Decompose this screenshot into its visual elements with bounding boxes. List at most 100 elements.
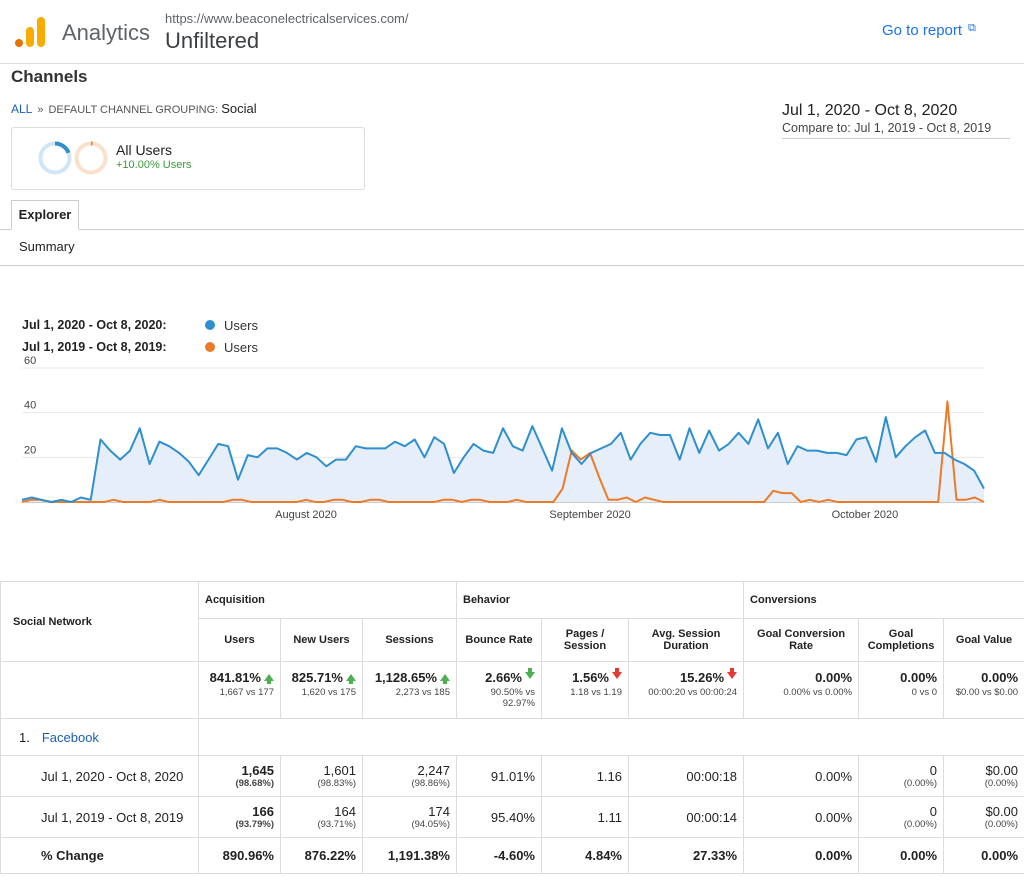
legend-range-current: Jul 1, 2020 - Oct 8, 2020: (22, 318, 167, 332)
segment-name: All Users (116, 142, 173, 158)
group-conversions: Conversions (743, 581, 1024, 619)
legend-range-previous: Jul 1, 2019 - Oct 8, 2019: (22, 340, 167, 354)
prev-goal-comp: 0 (0.00%) (858, 796, 945, 838)
total-goal-comp-pct: 0.00% (900, 670, 938, 685)
total-goal-conv-pct: 0.00% (815, 670, 853, 685)
col-avg-duration[interactable]: Avg. Session Duration (627, 618, 745, 662)
cur-sessions-val: 2,247 (417, 763, 450, 778)
total-avg-duration: 15.26% 00:00:20 vs 00:00:24 (627, 661, 745, 719)
property-url[interactable]: https://www.beaconelectricalservices.com… (165, 11, 409, 26)
series-current-line (21, 416, 985, 503)
breadcrumb-all-link[interactable]: ALL (11, 102, 33, 116)
analytics-logo-icon (15, 17, 45, 47)
arrow-down-icon (525, 668, 535, 679)
date-range-picker[interactable]: Jul 1, 2020 - Oct 8, 2020 Compare to: Ju… (782, 102, 1010, 139)
total-goal-conv: 0.00% 0.00% vs 0.00% (743, 661, 860, 719)
arrow-down-icon (727, 668, 738, 679)
prev-new-users-val: 164 (334, 804, 356, 819)
col-sessions[interactable]: Sessions (362, 618, 457, 662)
row-change-label: % Change (0, 837, 199, 874)
table-row: 1. Facebook (0, 718, 1024, 756)
prev-users-pct: (93.79%) (235, 819, 274, 830)
total-sessions-pct: 1,128.65% (374, 670, 437, 685)
prev-sessions-val: 174 (428, 804, 450, 819)
total-bounce-rate-pct: 2.66% (485, 670, 522, 685)
chg-pages-session: 4.84% (541, 837, 629, 874)
cur-pages-session: 1.16 (541, 755, 629, 797)
prev-bounce-rate: 95.40% (456, 796, 542, 838)
col-bounce-rate[interactable]: Bounce Rate (456, 618, 542, 662)
total-goal-value: 0.00% $0.00 vs $0.00 (943, 661, 1024, 719)
prev-pages-session: 1.11 (541, 796, 629, 838)
total-users: 841.81% 1,667 vs 177 (198, 661, 281, 719)
breadcrumb-separator: » (37, 104, 44, 116)
cur-new-users: 1,601 (98.83%) (280, 755, 363, 797)
total-avg-duration-cmp: 00:00:20 vs 00:00:24 (648, 687, 738, 698)
cur-sessions: 2,247 (98.86%) (362, 755, 457, 797)
segment-card[interactable]: All Users +10.00% Users (11, 127, 365, 190)
chg-avg-duration: 27.33% (627, 837, 745, 874)
total-avg-duration-pct: 15.26% (679, 670, 725, 685)
prev-new-users-pct: (93.71%) (317, 819, 356, 830)
prev-goal-value-val: $0.00 (985, 804, 1019, 819)
col-users[interactable]: Users (198, 618, 281, 662)
prev-sessions-pct: (94.05%) (411, 819, 450, 830)
cur-goal-comp-pct: (0.00%) (903, 778, 938, 789)
total-bounce-rate: 2.66% 90.50% vs 92.97% (456, 661, 542, 719)
row-empty-cell (197, 718, 1024, 756)
app-name[interactable]: Analytics (62, 20, 151, 45)
cur-avg-duration: 00:00:18 (627, 755, 745, 797)
total-bounce-rate-cmp: 90.50% vs 92.97% (490, 687, 535, 709)
total-pages-session-cmp: 1.18 vs 1.19 (570, 687, 622, 698)
breadcrumb-key: DEFAULT CHANNEL GROUPING: (48, 104, 219, 116)
legend-dot-previous (205, 342, 215, 352)
tab-summary[interactable]: Summary (19, 239, 75, 254)
cur-goal-comp-val: 0 (929, 763, 938, 778)
chg-goal-conv: 0.00% (743, 837, 860, 874)
row-current-label: Jul 1, 2020 - Oct 8, 2020 (0, 755, 199, 797)
date-range-compare: Compare to: Jul 1, 2019 - Oct 8, 2019 (782, 121, 992, 135)
arrow-up-icon (264, 674, 274, 684)
users-line-chart[interactable]: 60 40 20 August 2020 September 2020 October 2… (0, 356, 1024, 526)
chg-goal-value: 0.00% (943, 837, 1024, 874)
group-behavior: Behavior (455, 581, 745, 619)
prev-goal-comp-pct: (0.00%) (903, 819, 938, 830)
go-to-report-label: Go to report (882, 22, 963, 39)
cur-goal-value-val: $0.00 (985, 763, 1019, 778)
total-goal-conv-cmp: 0.00% vs 0.00% (783, 687, 853, 698)
row-index: 1. (19, 729, 30, 745)
col-goal-value[interactable]: Goal Value (943, 618, 1024, 662)
col-goal-completions[interactable]: Goal Completions (858, 618, 945, 662)
col-new-users[interactable]: New Users (280, 618, 363, 662)
row-previous-label: Jul 1, 2019 - Oct 8, 2019 (0, 796, 199, 838)
col-social-network[interactable]: Social Network (0, 581, 199, 662)
view-name[interactable]: Unfiltered (165, 28, 260, 53)
chg-users: 890.96% (198, 837, 281, 874)
y-tick-label: 60 (24, 356, 36, 367)
go-to-report-link[interactable]: Go to report ⧉ (882, 22, 976, 39)
total-users-pct: 841.81% (209, 670, 261, 685)
legend-metric-current[interactable]: Users (224, 318, 258, 333)
cur-users-pct: (98.68%) (235, 778, 274, 789)
arrow-up-icon (346, 674, 356, 684)
legend-metric-previous[interactable]: Users (224, 340, 258, 355)
cur-goal-value: $0.00 (0.00%) (943, 755, 1024, 797)
prev-goal-comp-val: 0 (929, 804, 938, 819)
prev-goal-conv: 0.00% (743, 796, 860, 838)
breadcrumb: ALL » DEFAULT CHANNEL GROUPING: Social (11, 101, 257, 116)
arrow-up-icon (440, 674, 450, 684)
row-name-cell: 1. Facebook (0, 718, 199, 756)
cur-goal-value-pct: (0.00%) (984, 778, 1019, 789)
total-sessions: 1,128.65% 2,273 vs 185 (362, 661, 457, 719)
total-new-users: 825.71% 1,620 vs 175 (280, 661, 363, 719)
total-new-users-cmp: 1,620 vs 175 (301, 687, 356, 698)
total-goal-value-cmp: $0.00 vs $0.00 (955, 687, 1019, 698)
x-tick-label: September 2020 (549, 509, 630, 521)
app-header: Analytics https://www.beaconelectricalse… (0, 0, 1024, 64)
facebook-link[interactable]: Facebook (41, 729, 99, 745)
tab-explorer[interactable]: Explorer (11, 200, 79, 230)
col-goal-conversion-rate[interactable]: Goal Conversion Rate (743, 618, 860, 662)
segment-current-ring-icon (38, 141, 72, 175)
y-tick-label: 40 (24, 400, 36, 412)
col-pages-session[interactable]: Pages / Session (541, 618, 629, 662)
